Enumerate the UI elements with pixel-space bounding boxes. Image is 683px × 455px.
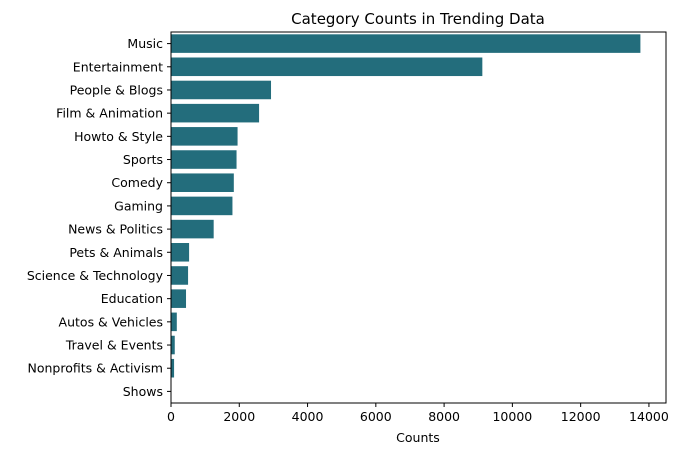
plot-frame: [170, 31, 667, 404]
bar-pets-animals: [171, 243, 190, 262]
x-tick-label: 4000: [292, 409, 324, 424]
bar-news-politics: [171, 219, 214, 239]
x-axis: 0 2000 4000 6000 8000 10000 12000 14000: [167, 403, 669, 424]
y-tick-label: Music: [127, 36, 163, 51]
x-tick-label: 12000: [561, 409, 601, 424]
y-tick-label: Comedy: [111, 175, 163, 190]
x-tick-label: 14000: [629, 409, 669, 424]
y-tick-label: Travel & Events: [65, 338, 163, 353]
y-tick-label: People & Blogs: [70, 82, 163, 97]
y-tick-label: Autos & Vehicles: [59, 314, 163, 329]
x-tick-label: 2000: [223, 409, 255, 424]
bar-film-animation: [171, 103, 260, 123]
bar-travel-events: [171, 335, 175, 355]
bar-entertainment: [171, 57, 483, 77]
y-tick-label: Education: [101, 291, 163, 306]
bar-sports: [171, 150, 237, 169]
x-tick-label: 8000: [428, 409, 460, 424]
y-tick-label: News & Politics: [68, 222, 163, 237]
y-tick-label: Film & Animation: [56, 106, 163, 121]
x-tick-label: 6000: [360, 409, 392, 424]
bar-education: [171, 289, 187, 308]
bar-people-blogs: [171, 80, 272, 100]
y-tick-label: Science & Technology: [27, 268, 164, 283]
bar-autos-vehicles: [171, 312, 177, 332]
x-axis-label: Counts: [396, 430, 440, 445]
chart-title: Category Counts in Trending Data: [291, 10, 545, 28]
bar-comedy: [171, 173, 234, 192]
bar-music: [171, 34, 641, 53]
y-tick-label: Nonprofits & Activism: [28, 361, 164, 376]
y-tick-label: Howto & Style: [74, 129, 163, 144]
bars-group: [171, 34, 641, 401]
x-tick-label: 10000: [492, 409, 532, 424]
bar-science-technology: [171, 266, 189, 285]
y-tick-label: Sports: [123, 152, 163, 167]
bar-gaming: [171, 196, 233, 216]
bar-howto-style: [171, 127, 238, 146]
y-axis: Music Entertainment People & Blogs Film & A…: [27, 36, 171, 399]
y-tick-label: Shows: [123, 384, 163, 399]
y-tick-label: Pets & Animals: [69, 245, 163, 260]
bar-nonprofits-activism: [171, 358, 175, 378]
x-tick-label: 0: [167, 409, 175, 424]
y-tick-label: Entertainment: [73, 59, 163, 74]
y-tick-label: Gaming: [114, 198, 163, 213]
